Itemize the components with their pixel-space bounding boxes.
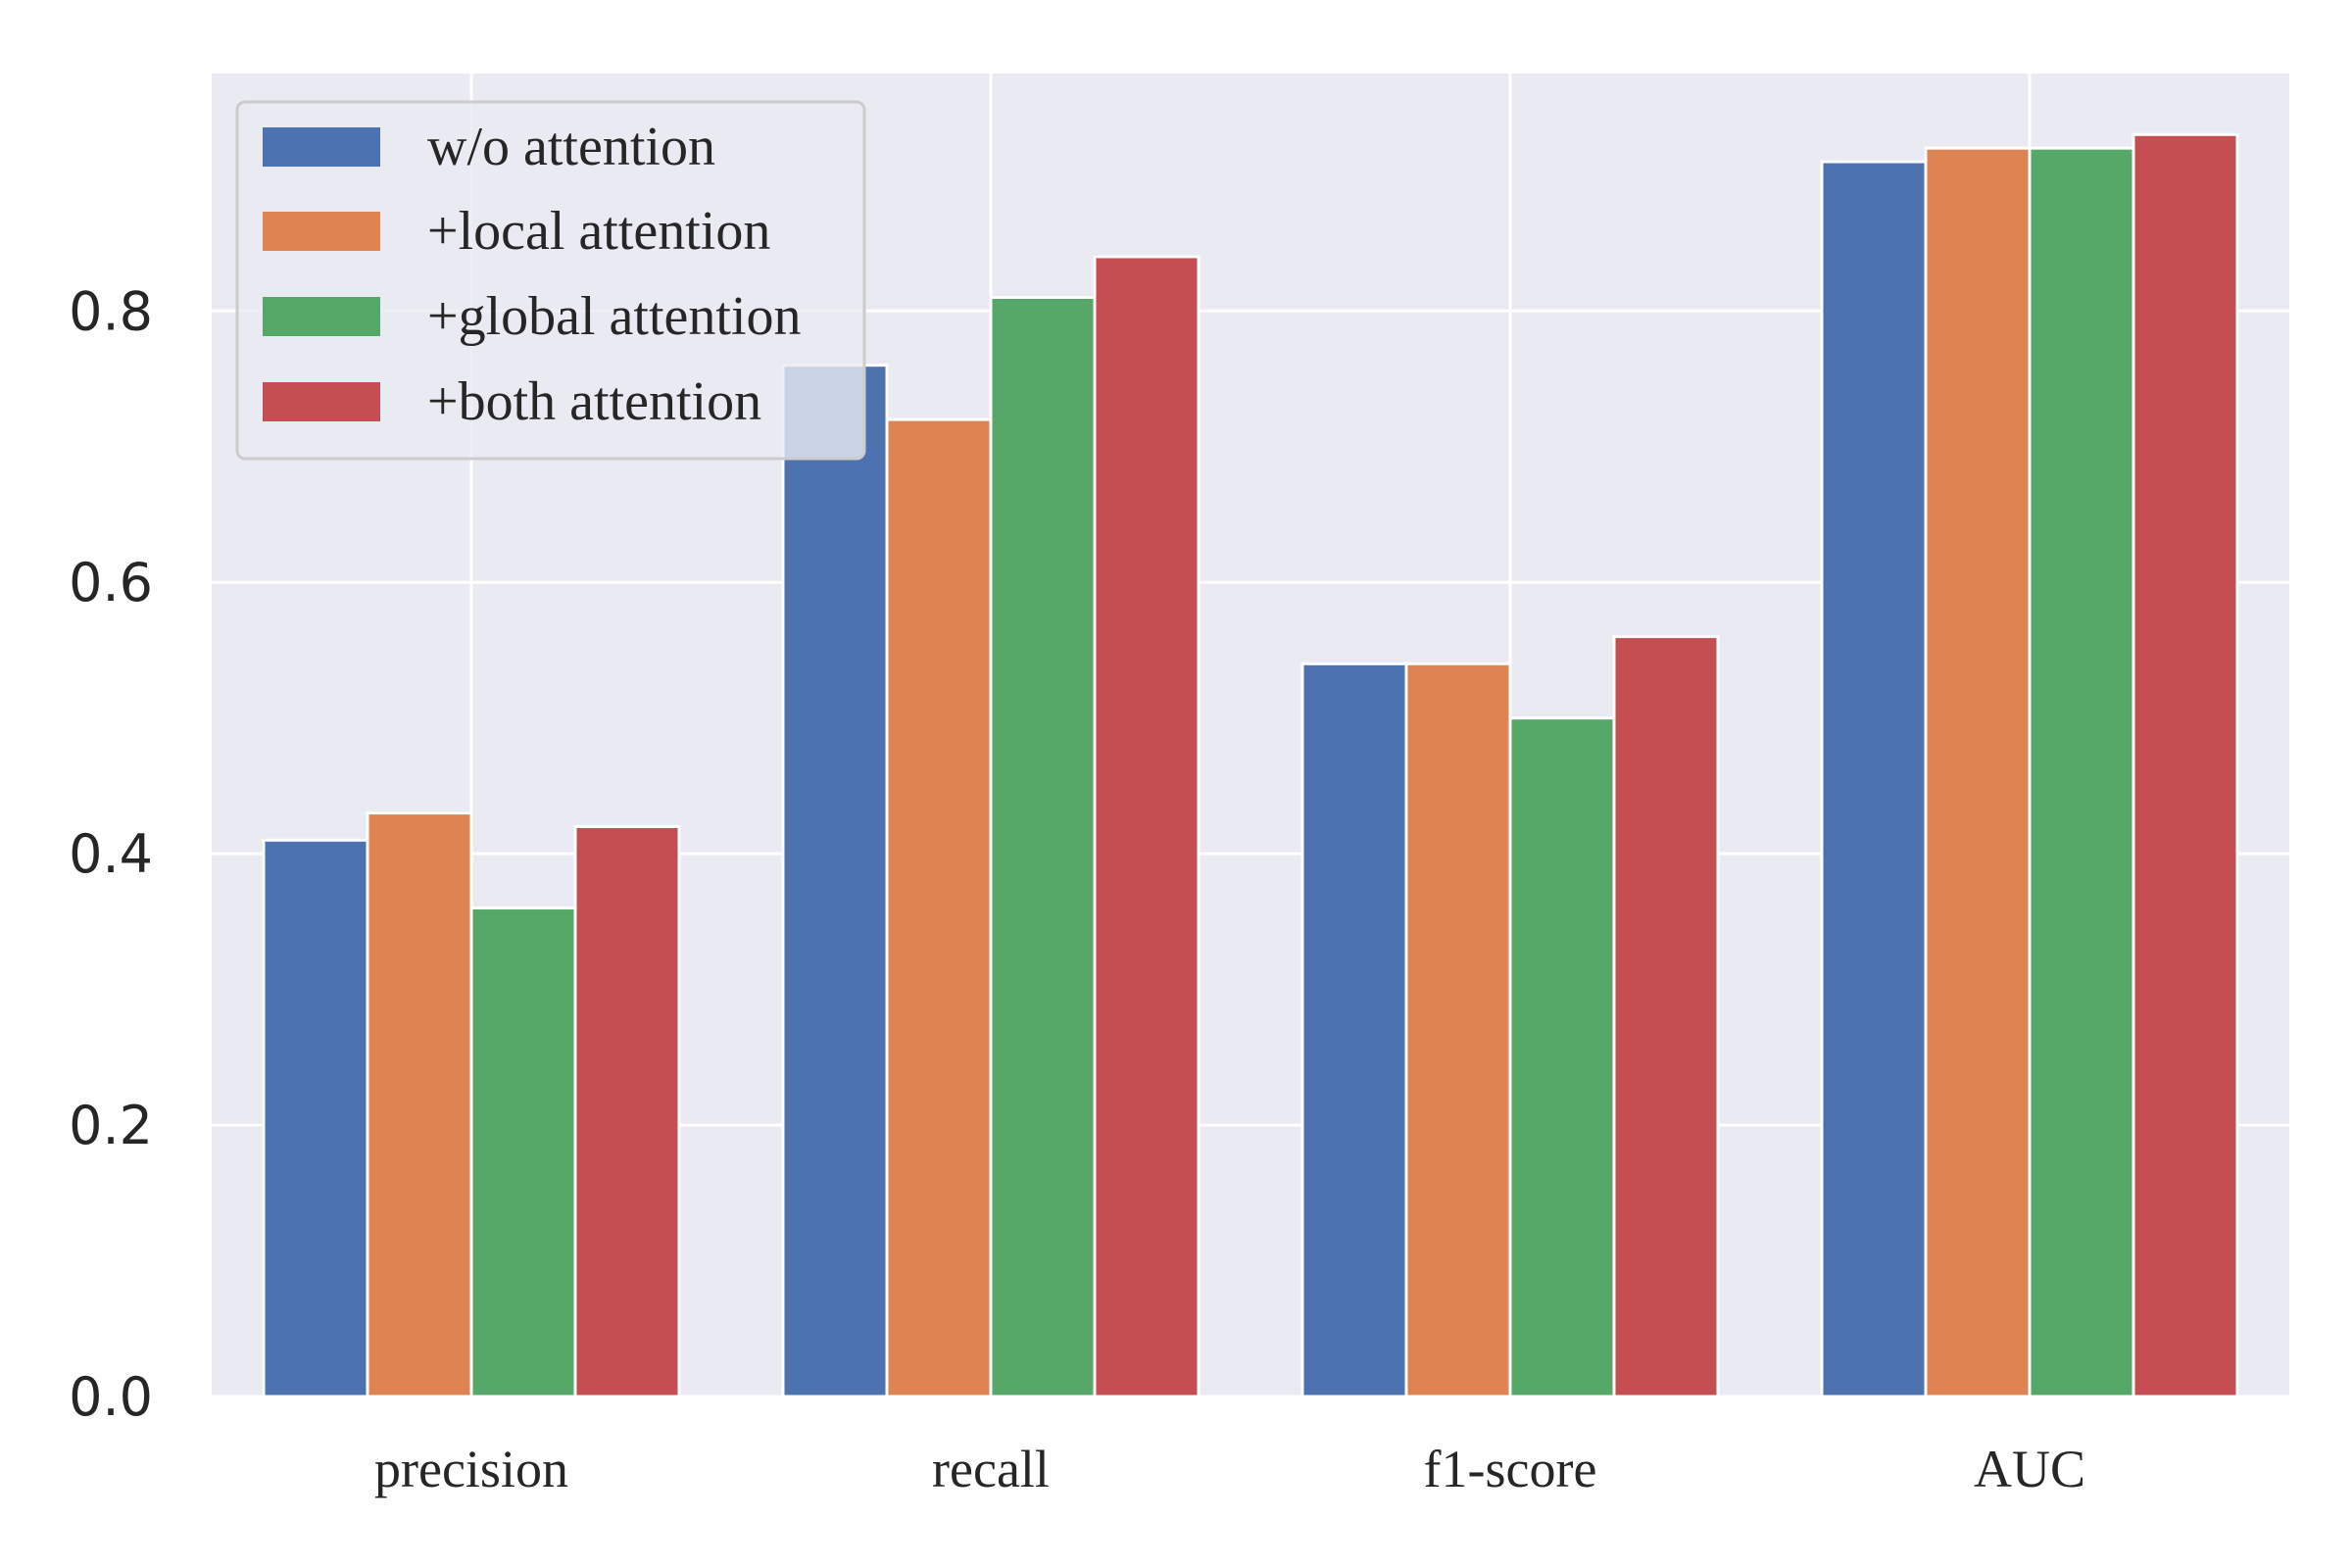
legend-swatch-global-attention bbox=[263, 297, 380, 336]
bar-f1-score-local-attention bbox=[1404, 662, 1512, 1398]
legend: w/o attention +local attention +global a… bbox=[235, 100, 866, 461]
bar-auc-both-attention bbox=[2132, 132, 2239, 1398]
legend-frame bbox=[235, 100, 866, 461]
legend-label-w-o-attention: w/o attention bbox=[427, 117, 715, 177]
bar-f1-score-w-o-attention bbox=[1300, 662, 1408, 1398]
bar-f1-score-both-attention bbox=[1612, 635, 1720, 1398]
bar-auc-local-attention bbox=[1924, 146, 2032, 1398]
bar-recall-both-attention bbox=[1093, 255, 1200, 1398]
bar-recall-w-o-attention bbox=[781, 364, 889, 1398]
x-tick-label-f1-score: f1-score bbox=[1424, 1440, 1597, 1498]
bar-f1-score-global-attention bbox=[1508, 716, 1616, 1398]
x-tick-label-recall: recall bbox=[932, 1440, 1050, 1498]
bar-precision-w-o-attention bbox=[262, 838, 369, 1398]
y-tick-label: 0.0 bbox=[69, 1366, 153, 1428]
bar-auc-w-o-attention bbox=[1820, 160, 1928, 1398]
legend-swatch-w-o-attention bbox=[263, 127, 380, 167]
y-tick-label: 0.6 bbox=[69, 552, 153, 613]
bar-precision-global-attention bbox=[469, 906, 577, 1398]
x-tick-label-auc: AUC bbox=[1974, 1440, 2085, 1498]
y-axis-ticks: 0.0 0.2 0.4 0.6 0.8 bbox=[69, 280, 153, 1428]
bars bbox=[262, 132, 2239, 1398]
x-axis-ticks: precision recall f1-score AUC bbox=[374, 1440, 2085, 1498]
legend-label-both-attention: +both attention bbox=[427, 371, 761, 432]
bar-recall-global-attention bbox=[989, 295, 1097, 1398]
bar-recall-local-attention bbox=[885, 417, 993, 1398]
y-tick-label: 0.8 bbox=[69, 280, 153, 342]
x-tick-label-precision: precision bbox=[374, 1440, 568, 1498]
legend-swatch-local-attention bbox=[263, 212, 380, 251]
legend-swatch-both-attention bbox=[263, 382, 380, 421]
bar-precision-local-attention bbox=[366, 811, 473, 1398]
bar-auc-global-attention bbox=[2028, 146, 2135, 1398]
legend-label-global-attention: +global attention bbox=[427, 286, 802, 347]
legend-label-local-attention: +local attention bbox=[427, 201, 770, 262]
bar-precision-both-attention bbox=[573, 824, 681, 1398]
y-tick-label: 0.4 bbox=[69, 823, 153, 885]
y-tick-label: 0.2 bbox=[69, 1095, 153, 1156]
